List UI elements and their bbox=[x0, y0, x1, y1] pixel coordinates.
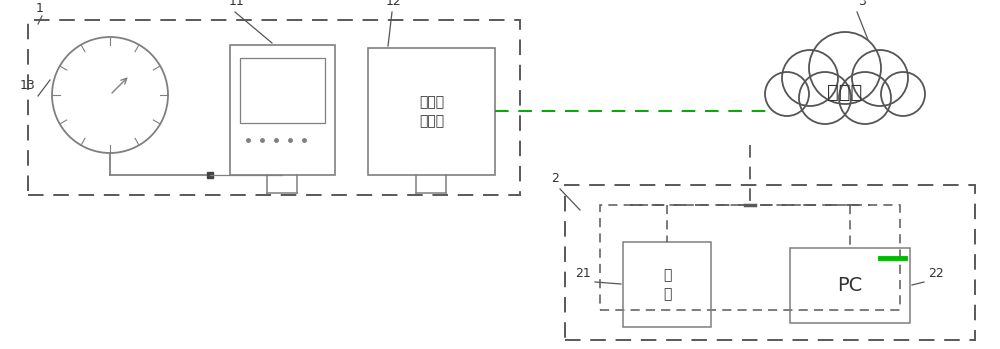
Text: 13: 13 bbox=[20, 79, 36, 92]
Bar bbox=[368, 48, 495, 175]
Text: 手
机: 手 机 bbox=[663, 268, 671, 301]
Text: 21: 21 bbox=[575, 267, 591, 280]
Bar bbox=[565, 185, 975, 340]
Text: 12: 12 bbox=[386, 0, 402, 8]
Circle shape bbox=[881, 72, 925, 116]
Circle shape bbox=[809, 32, 881, 104]
Bar bbox=[600, 205, 900, 310]
Text: 11: 11 bbox=[229, 0, 245, 8]
Circle shape bbox=[852, 50, 908, 106]
Bar bbox=[623, 242, 711, 327]
Text: 2: 2 bbox=[551, 172, 559, 185]
Text: 22: 22 bbox=[928, 267, 944, 280]
Bar bbox=[240, 58, 325, 123]
Circle shape bbox=[782, 50, 838, 106]
Circle shape bbox=[799, 72, 851, 124]
Text: PC: PC bbox=[837, 276, 863, 295]
Text: 云平台: 云平台 bbox=[827, 82, 863, 102]
Bar bbox=[230, 45, 335, 175]
Circle shape bbox=[765, 72, 809, 116]
Bar bbox=[28, 20, 520, 195]
Text: 网络传
输单元: 网络传 输单元 bbox=[419, 95, 444, 128]
Bar bbox=[790, 248, 910, 323]
Text: 3: 3 bbox=[858, 0, 866, 8]
Text: 1: 1 bbox=[36, 2, 44, 15]
Circle shape bbox=[839, 72, 891, 124]
